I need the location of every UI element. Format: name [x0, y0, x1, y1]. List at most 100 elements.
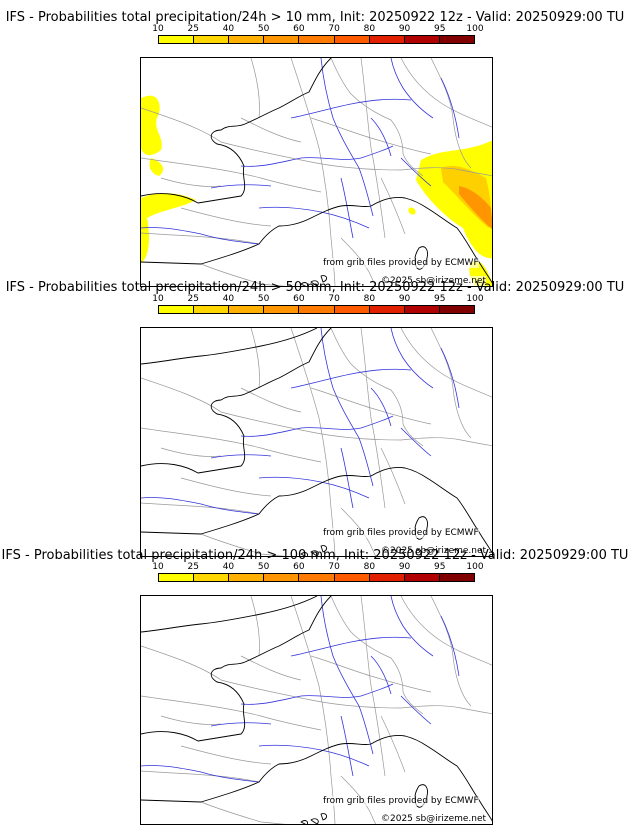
- colorbar-tick-label: 10: [152, 24, 164, 34]
- colorbar: [158, 305, 475, 314]
- admin-border: [360, 58, 386, 239]
- colorbar-labels: 10 25 40 50 60 70 80 90 95 100: [152, 24, 483, 35]
- river: [320, 58, 374, 217]
- river: [240, 415, 394, 437]
- river: [320, 596, 374, 755]
- colorbar-segment: [439, 36, 474, 43]
- colorbar-tick-label: 80: [363, 294, 376, 304]
- credit-copyright: ©2025 sb@irizeme.net: [381, 546, 487, 556]
- colorbar-segment: [159, 36, 195, 43]
- admin-border: [141, 502, 260, 515]
- credit-source: from grib files provided by ECMWF: [323, 796, 479, 806]
- colorbar-segment: [369, 574, 405, 581]
- precip-area: [141, 193, 196, 263]
- colorbar-labels: 10 25 40 50 60 70 80 90 95 100: [152, 294, 483, 305]
- river: [141, 765, 260, 783]
- colorbar-tick-label: 90: [398, 562, 411, 572]
- colorbar-segment: [299, 574, 335, 581]
- admin-border: [290, 328, 336, 556]
- colorbar-segment: [229, 306, 265, 313]
- colorbar-tick-label: 60: [293, 294, 305, 304]
- river: [290, 98, 412, 119]
- admin-border: [340, 775, 377, 824]
- island: [310, 818, 319, 824]
- admin-border: [360, 596, 386, 777]
- admin-border: [430, 58, 472, 169]
- panel-title: IFS - Probabilities total precipitation/…: [5, 280, 625, 295]
- river: [440, 347, 460, 409]
- river: [390, 596, 434, 657]
- colorbar-segment: [439, 306, 474, 313]
- admin-border: [360, 328, 386, 509]
- island: [300, 282, 308, 286]
- colorbar-segment: [159, 574, 195, 581]
- river: [290, 368, 412, 389]
- colorbar-tick-label: 70: [328, 562, 340, 572]
- colorbar-tick-label: 90: [398, 294, 411, 304]
- colorbar: [158, 35, 475, 44]
- coastline: [141, 58, 332, 204]
- colorbar-segment: [264, 574, 300, 581]
- river: [290, 636, 412, 657]
- colorbar-segment: [194, 574, 230, 581]
- precip-area: [459, 186, 492, 230]
- admin-border: [141, 770, 260, 783]
- admin-border: [250, 596, 260, 657]
- coastline: [141, 596, 318, 633]
- admin-border: [141, 427, 322, 463]
- admin-border: [160, 177, 222, 187]
- admin-border: [240, 387, 302, 413]
- colorbar-tick-label: 10: [152, 562, 164, 572]
- colorbar-tick-label: 100: [466, 294, 484, 304]
- admin-border: [290, 596, 336, 824]
- admin-border: [310, 117, 432, 155]
- colorbar-segment: [369, 306, 405, 313]
- river: [400, 427, 432, 457]
- colorbar-tick-label: 10: [152, 294, 164, 304]
- admin-border: [330, 596, 424, 715]
- admin-border: [180, 745, 272, 765]
- colorbar-tick-label: 60: [293, 562, 305, 572]
- colorbar-tick-label: 25: [187, 562, 199, 572]
- admin-border: [141, 695, 322, 731]
- colorbar-segment: [194, 36, 230, 43]
- river: [390, 328, 434, 389]
- river: [340, 177, 354, 239]
- admin-border: [290, 58, 336, 286]
- island: [320, 813, 328, 821]
- coastline: [141, 197, 492, 284]
- admin-border: [160, 715, 222, 725]
- admin-border: [340, 237, 377, 286]
- map-panel-50mm: IFS - Probabilities total precipitation/…: [0, 280, 630, 557]
- admin-border: [160, 447, 222, 457]
- colorbar-tick-label: 60: [293, 24, 305, 34]
- admin-border: [430, 328, 472, 439]
- precip-area: [141, 95, 162, 156]
- river: [340, 447, 354, 509]
- colorbar-segment: [334, 36, 370, 43]
- colorbar-segment: [404, 36, 440, 43]
- admin-border: [180, 207, 272, 227]
- river: [370, 387, 392, 427]
- credit-copyright: ©2025 sb@irizeme.net: [381, 814, 487, 824]
- colorbar-tick-label: 95: [434, 24, 446, 34]
- river: [141, 497, 260, 515]
- coastline: [141, 735, 492, 822]
- colorbar-tick-label: 70: [328, 24, 340, 34]
- colorbar-segment: [264, 306, 300, 313]
- river: [258, 744, 370, 767]
- colorbar-tick-label: 40: [222, 562, 235, 572]
- colorbar-tick-label: 40: [222, 294, 235, 304]
- coastline: [141, 328, 318, 365]
- river: [210, 454, 272, 459]
- colorbar-segment: [299, 36, 335, 43]
- credit-copyright: ©2025 sb@irizeme.net: [381, 276, 487, 286]
- coastline: [141, 596, 332, 742]
- river: [210, 184, 272, 189]
- river: [320, 328, 374, 487]
- admin-border: [200, 801, 286, 824]
- colorbar-tick-label: 50: [257, 24, 270, 34]
- admin-border: [330, 328, 424, 447]
- admin-border: [340, 507, 377, 556]
- colorbar-tick-label: 25: [187, 294, 199, 304]
